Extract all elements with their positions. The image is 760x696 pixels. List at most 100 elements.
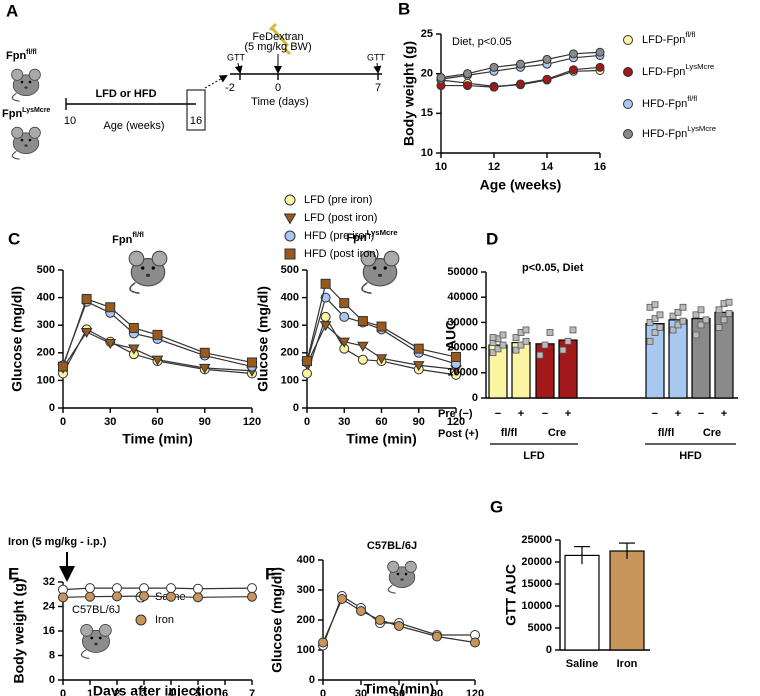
- marker: [81, 293, 92, 304]
- marker: [569, 65, 578, 75]
- marker: [58, 361, 68, 372]
- marker: [339, 311, 350, 322]
- legend-label: HFD (post iron): [304, 248, 379, 260]
- y-tick-label: 100: [37, 374, 55, 386]
- y-tick-label: 200: [281, 347, 299, 359]
- x-tick-label: 60: [151, 416, 163, 428]
- data-point: [679, 317, 687, 325]
- annotation: C57BL/6J: [72, 604, 120, 616]
- marker: [320, 278, 331, 289]
- marker: [302, 368, 312, 379]
- data-point: [517, 341, 525, 349]
- marker: [152, 329, 163, 340]
- x-tick-label: 1: [87, 688, 93, 696]
- x-tick-label: 14: [541, 161, 554, 173]
- group-superscript: LysMcre: [22, 107, 50, 114]
- marker: [357, 316, 368, 327]
- chart-title: FpnLysMcre: [346, 228, 398, 244]
- marker: [339, 298, 350, 309]
- legend-label-text: LFD (pre iron): [304, 194, 372, 206]
- data-point: [522, 326, 530, 334]
- marker: [569, 49, 578, 59]
- bar: [691, 318, 711, 399]
- x-tick-label: 12: [488, 161, 500, 173]
- legend-label-text: HFD (pre iron): [304, 230, 374, 242]
- arrow: [234, 62, 243, 74]
- marker: [413, 343, 424, 354]
- legend-label: HFD-Fpnfl/fl: [642, 94, 697, 110]
- y-tick-label: 8: [49, 649, 55, 661]
- marker: [80, 328, 93, 339]
- legend-label-text: HFD-Fpn: [642, 98, 687, 110]
- x-tick-label: 3: [141, 688, 147, 696]
- data-point: [646, 337, 654, 345]
- data-point: [499, 341, 507, 349]
- marker: [356, 606, 366, 616]
- marker: [193, 583, 203, 594]
- legend-marker: [623, 35, 633, 45]
- marker: [198, 363, 211, 374]
- y-tick-label: 300: [37, 319, 55, 331]
- x-tick-label: −: [652, 408, 658, 420]
- data-point: [697, 306, 705, 314]
- x-tick-label: −: [542, 408, 548, 420]
- marker: [542, 54, 552, 64]
- panel-label: C: [8, 229, 20, 248]
- data-point: [725, 310, 733, 317]
- y-tick-label: 100: [297, 644, 315, 656]
- data-point: [559, 346, 567, 354]
- group-label: FpnLysMcre: [2, 107, 50, 120]
- data-point: [679, 303, 687, 311]
- marker: [470, 637, 480, 648]
- group-label: LFD: [523, 450, 544, 462]
- panel-label: B: [398, 0, 410, 18]
- group-label: Fpnfl/fl: [6, 49, 37, 62]
- legend-label-text: HFD (post iron): [304, 248, 379, 260]
- legend-label: LFD (post iron): [304, 212, 377, 224]
- data-point: [546, 329, 554, 336]
- marker: [516, 59, 525, 69]
- legend-label-text: HFD-Fpn: [642, 128, 687, 140]
- y-tick-label: 40000: [447, 291, 478, 303]
- panel-label: F: [265, 564, 275, 583]
- injection-label: FeDextran: [252, 31, 303, 43]
- y-axis-label: GTT AUC: [503, 564, 519, 626]
- legend-marker: [283, 213, 297, 225]
- annotation: p<0.05, Diet: [522, 262, 584, 274]
- data-point: [715, 306, 723, 314]
- x-axis-label: Age (weeks): [480, 177, 562, 193]
- data-point: [536, 351, 544, 359]
- subgroup-label: Cre: [703, 427, 721, 439]
- mouse-icon: [80, 623, 112, 660]
- mouse-icon: [387, 560, 417, 594]
- study-diagram: Fpnfl/fl FpnLysMcre LFD or HFD 10 Age (w…: [2, 22, 385, 160]
- marker: [542, 74, 552, 84]
- marker: [595, 47, 605, 57]
- data-point: [692, 311, 700, 319]
- marker: [85, 591, 95, 602]
- legend-label-text: Iron: [155, 614, 174, 626]
- marker: [338, 337, 351, 348]
- legend-label: Iron: [155, 614, 174, 626]
- x-tick-label: +: [565, 408, 571, 420]
- legend-marker: [135, 614, 147, 626]
- x-tick-label: 30: [104, 416, 116, 428]
- data-point: [725, 298, 733, 306]
- chart-title-superscript: LysMcre: [367, 228, 399, 237]
- mouse-icon: [10, 126, 42, 160]
- y-tick-label: 300: [281, 319, 299, 331]
- data-point: [715, 324, 723, 331]
- marker: [166, 591, 176, 602]
- x-tick-label: 30: [355, 688, 367, 696]
- bar: [564, 554, 600, 651]
- x-axis-label: Time (min): [364, 681, 435, 696]
- bar: [714, 311, 734, 399]
- y-tick-label: 0: [49, 402, 55, 414]
- y-tick-label: 500: [37, 264, 55, 276]
- y-tick-label: 20: [421, 68, 433, 80]
- legend-label-text: LFD-Fpn: [642, 34, 685, 46]
- legend-label: LFD-Fpnfl/fl: [642, 30, 696, 46]
- gtt-label: GTT: [227, 52, 245, 62]
- chart-title: C57BL/6J: [367, 540, 417, 552]
- syringe-icon: [268, 22, 292, 56]
